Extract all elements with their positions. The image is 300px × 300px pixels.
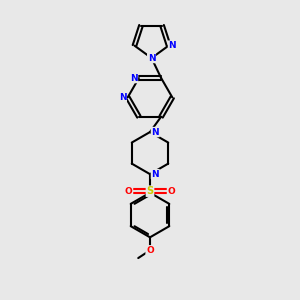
Text: N: N: [130, 74, 137, 82]
Text: S: S: [146, 186, 154, 196]
Text: N: N: [148, 53, 155, 62]
Text: N: N: [152, 169, 159, 178]
Text: O: O: [167, 187, 175, 196]
Text: N: N: [152, 128, 159, 136]
Text: O: O: [146, 246, 154, 255]
Text: O: O: [125, 187, 133, 196]
Text: N: N: [118, 93, 126, 102]
Text: N: N: [169, 41, 176, 50]
